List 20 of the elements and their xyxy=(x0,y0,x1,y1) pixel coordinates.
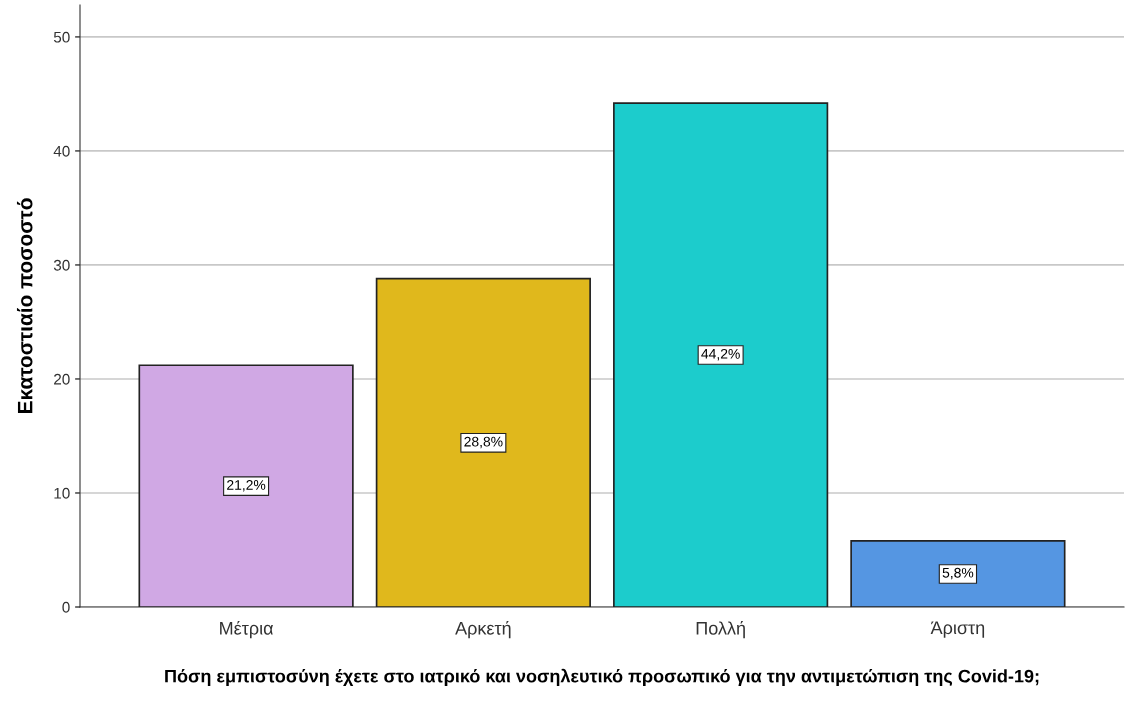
data-label: 5,8% xyxy=(942,567,974,580)
y-tick-label: 20 xyxy=(54,373,70,385)
x-axis-title: Πόση εμπιστοσύνη έχετε στο ιατρικό και νοσηλευτικό προσωπικό για την αντιμετώπιση της Covid-19; xyxy=(165,668,1039,687)
y-tick-label: 50 xyxy=(53,31,70,43)
bar xyxy=(850,540,1066,607)
y-tick-label: 10 xyxy=(54,487,70,499)
data-label: 28,8% xyxy=(464,436,503,449)
data-label: 44,2% xyxy=(701,348,740,361)
data-label: 21,2% xyxy=(227,480,266,492)
y-axis-title: Εκατοστιαίο ποσοστό xyxy=(16,198,33,414)
y-tick-label: 0 xyxy=(62,601,70,613)
x-tick-label: Αρκετή xyxy=(455,620,511,639)
y-tick-label: 30 xyxy=(53,259,70,271)
x-tick-label: Άριστη xyxy=(930,621,985,638)
bar xyxy=(375,277,591,607)
x-tick-label: Μέτρια xyxy=(220,620,274,639)
bar xyxy=(138,364,354,607)
bar xyxy=(613,102,829,607)
y-tick-label: 40 xyxy=(53,145,70,157)
x-tick-label: Πολλή xyxy=(696,620,745,639)
